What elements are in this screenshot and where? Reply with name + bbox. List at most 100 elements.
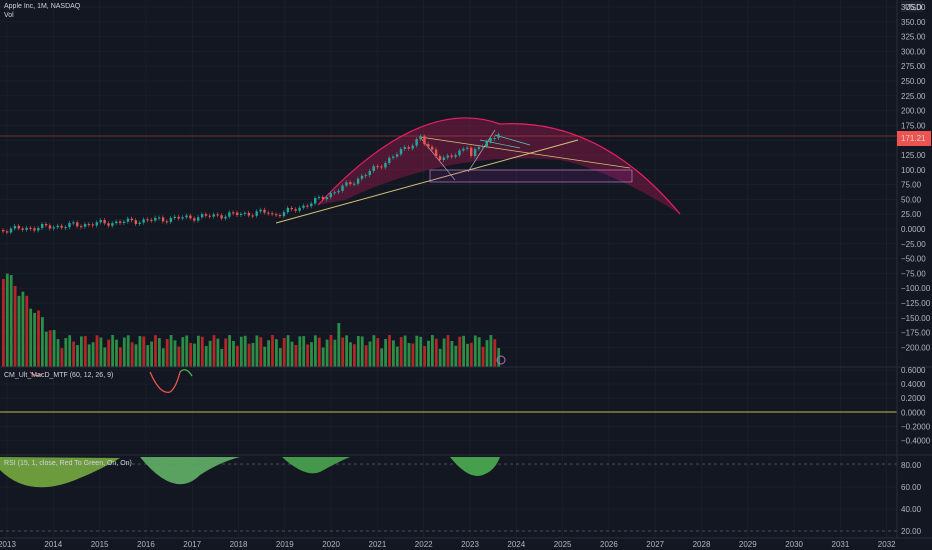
rsi-axis[interactable]: 80.00 60.00 40.00 20.00 bbox=[901, 461, 922, 536]
volume-marker-icon[interactable] bbox=[496, 355, 506, 365]
time-tick-label: 2021 bbox=[369, 540, 387, 549]
volume-bar bbox=[185, 335, 189, 367]
candle-body bbox=[37, 227, 40, 231]
price-tick-label: 225.00 bbox=[901, 92, 926, 101]
trend-lines[interactable] bbox=[0, 129, 897, 224]
volume-bar bbox=[481, 346, 485, 367]
candle-body bbox=[107, 223, 110, 226]
candle-body bbox=[138, 222, 141, 224]
candle-body bbox=[154, 217, 157, 221]
volume-bar bbox=[243, 335, 247, 367]
volume-bar bbox=[325, 339, 329, 367]
arc-pattern-drawing[interactable] bbox=[317, 117, 681, 215]
candle-body bbox=[56, 225, 59, 228]
candle-body bbox=[306, 205, 309, 207]
time-axis[interactable]: 2013 2014 2015 2016 2017 2018 2019 2020 2021 2022… bbox=[0, 540, 896, 549]
volume-bar bbox=[72, 341, 75, 367]
symbol-title[interactable]: Apple Inc, 1M, NASDAQ bbox=[4, 3, 81, 10]
volume-bar bbox=[13, 285, 17, 367]
price-tick-label: 200.00 bbox=[901, 107, 926, 116]
volume-bar bbox=[158, 338, 161, 367]
candle-body bbox=[44, 223, 48, 226]
price-tick-label: 0.0000 bbox=[901, 225, 926, 234]
candle-body bbox=[384, 163, 387, 168]
rsi-fill-1 bbox=[0, 457, 120, 488]
volume-bar bbox=[438, 348, 442, 367]
candle-body bbox=[360, 175, 364, 179]
rsi-title[interactable]: RSI (15, 1, close, Red To Green, On, On) bbox=[4, 460, 132, 467]
volume-label[interactable]: Vol bbox=[4, 12, 14, 19]
macd-pane[interactable] bbox=[0, 369, 897, 413]
candle-body bbox=[173, 216, 176, 219]
price-tick-label: 125.00 bbox=[901, 151, 926, 160]
volume-bar bbox=[87, 344, 91, 367]
time-tick-label: 2031 bbox=[832, 540, 850, 549]
macd-line-up bbox=[179, 369, 193, 377]
volume-bar bbox=[212, 335, 216, 367]
time-tick-label: 2013 bbox=[0, 540, 16, 549]
candle-body bbox=[473, 149, 477, 156]
candle-body bbox=[111, 223, 114, 226]
volume-bar bbox=[407, 343, 411, 367]
volume-bar bbox=[403, 335, 407, 367]
candle-body bbox=[115, 221, 118, 224]
volume-bar bbox=[9, 275, 13, 367]
time-tick-label: 2017 bbox=[183, 540, 201, 549]
volume-bar bbox=[427, 340, 430, 367]
volume-bar bbox=[290, 341, 294, 367]
time-tick-label: 2030 bbox=[785, 540, 803, 549]
price-axis[interactable]: USD 375.00 350.00 325.00 300.00 275.00 250.00… bbox=[897, 1, 931, 352]
candle-body bbox=[271, 213, 274, 215]
volume-bar bbox=[423, 346, 426, 367]
volume-bar bbox=[25, 295, 29, 367]
candle-body bbox=[298, 207, 301, 211]
volume-bar bbox=[64, 338, 68, 367]
candle-body bbox=[446, 155, 449, 158]
macd-tick-label: 0.2000 bbox=[901, 394, 926, 403]
candle-body bbox=[431, 146, 434, 150]
candle-body bbox=[497, 134, 500, 139]
arc-outer-curve bbox=[317, 117, 681, 215]
candle-body bbox=[481, 146, 485, 148]
volume-bar bbox=[321, 347, 325, 367]
macd-tick-label: −0.4000 bbox=[901, 437, 931, 446]
volume-bar bbox=[349, 342, 352, 367]
rsi-pane[interactable] bbox=[0, 457, 897, 532]
volume-bar bbox=[271, 335, 274, 367]
macd-tick-label: −0.2000 bbox=[901, 422, 931, 431]
candle-body bbox=[470, 147, 473, 156]
volume-bar bbox=[337, 323, 341, 367]
candle-body bbox=[76, 222, 79, 227]
macd-title[interactable]: CM_Ult_MacD_MTF (60, 12, 26, 9) bbox=[4, 372, 113, 379]
candle-body bbox=[224, 216, 227, 219]
price-tick-label: 300.00 bbox=[901, 47, 926, 56]
volume-bar bbox=[341, 337, 345, 367]
volume-bar bbox=[286, 335, 290, 367]
volume-bar bbox=[103, 347, 107, 367]
volume-bar bbox=[380, 348, 384, 367]
candle-body bbox=[60, 225, 63, 228]
candle-body bbox=[21, 228, 24, 230]
volume-bar bbox=[119, 347, 122, 367]
price-tick-label: 50.00 bbox=[901, 195, 922, 204]
candle-body bbox=[399, 148, 403, 155]
candle-body bbox=[48, 225, 52, 229]
volume-bar bbox=[497, 348, 501, 367]
candle-body bbox=[485, 141, 488, 147]
candle-body bbox=[380, 166, 383, 168]
time-tick-label: 2032 bbox=[878, 540, 896, 549]
candle-body bbox=[466, 147, 469, 149]
price-tick-label: −75.00 bbox=[901, 269, 926, 278]
macd-axis[interactable]: 0.6000 0.4000 0.2000 0.0000 −0.2000 −0.4000 bbox=[901, 366, 931, 446]
price-tick-label: 250.00 bbox=[901, 77, 926, 86]
candle-body bbox=[134, 220, 137, 224]
volume-bar bbox=[314, 335, 317, 367]
rsi-fill-4 bbox=[450, 457, 500, 476]
volume-bar bbox=[255, 335, 259, 367]
candle-body bbox=[212, 214, 215, 217]
candle-body bbox=[169, 218, 173, 222]
macd-early bbox=[29, 371, 43, 377]
currency-box[interactable] bbox=[901, 1, 923, 12]
volume-bar bbox=[317, 337, 321, 367]
